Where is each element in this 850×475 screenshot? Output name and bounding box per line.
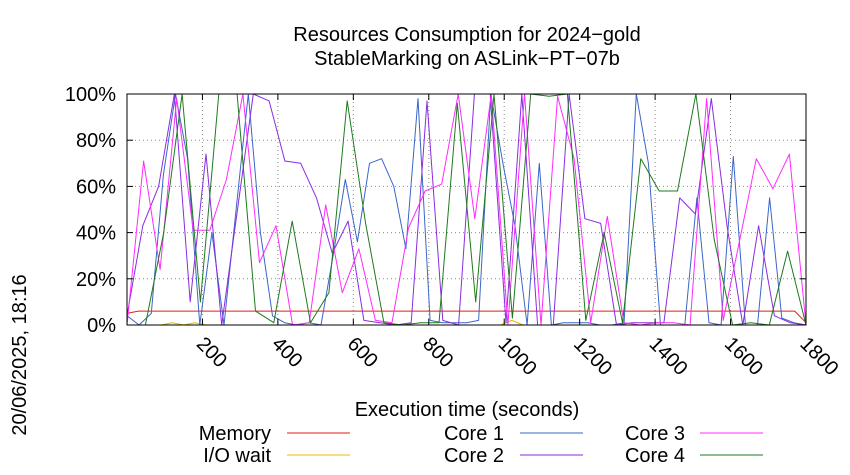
series-layer (126, 93, 807, 326)
y-tick-label: 0% (87, 315, 116, 337)
chart-title: Resources Consumption for 2024−gold (293, 24, 640, 46)
x-tick-label: 1400 (645, 333, 692, 380)
legend-label-core-2: Core 2 (444, 445, 504, 467)
chart-subtitle: StableMarking on ASLink−PT−07b (314, 48, 620, 70)
y-tick-label: 20% (76, 269, 116, 291)
x-tick-label: 1000 (494, 333, 541, 380)
series-line-core-3 (126, 93, 807, 326)
legend-label-i-o-wait: I/O wait (203, 445, 271, 467)
y-tick-label: 40% (76, 223, 116, 245)
series-line-core-2 (126, 93, 807, 326)
x-tick-label: 400 (267, 333, 306, 372)
timestamp-label: 20/06/2025, 18:16 (9, 274, 31, 435)
y-tick-label: 100% (65, 84, 116, 106)
plot-frame (126, 93, 807, 326)
x-tick-label: 1800 (795, 333, 842, 380)
x-tick-label: 800 (418, 333, 457, 372)
x-tick-label: 600 (343, 333, 382, 372)
series-line-core-4 (127, 93, 807, 326)
y-tick-label: 80% (76, 130, 116, 152)
x-tick-label: 1200 (569, 333, 616, 380)
series-line-memory (126, 310, 807, 324)
legend-label-core-1: Core 1 (444, 423, 504, 445)
legend-label-core-4: Core 4 (625, 445, 685, 467)
x-tick-label: 1600 (720, 333, 767, 380)
x-tick-label: 200 (192, 333, 231, 372)
x-axis-label: Execution time (seconds) (355, 399, 580, 421)
series-line-core-1 (126, 93, 807, 326)
y-tick-label: 60% (76, 176, 116, 198)
legend-label-memory: Memory (199, 423, 271, 445)
legend-label-core-3: Core 3 (625, 423, 685, 445)
